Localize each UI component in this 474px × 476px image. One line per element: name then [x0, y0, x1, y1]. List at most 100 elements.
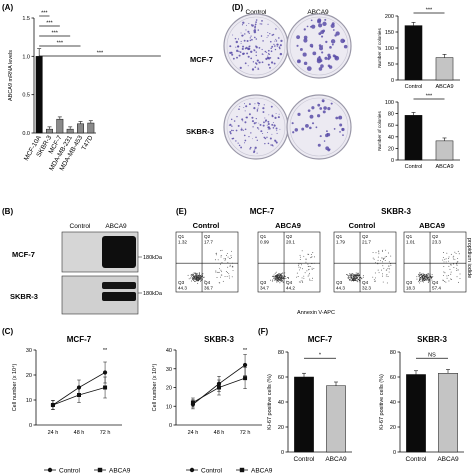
colony-dot — [230, 118, 233, 121]
flow-event — [308, 253, 310, 255]
flow-event — [385, 269, 387, 271]
flow-plot-frame — [175, 231, 239, 293]
flow-quadrant-id: Q2 — [362, 234, 369, 239]
flow-event — [456, 267, 458, 269]
flow-event — [348, 277, 350, 279]
colony-dot — [254, 25, 257, 28]
colony-dot — [229, 45, 232, 48]
colony-dot — [255, 122, 257, 124]
flow-event — [192, 273, 194, 275]
colony-dot — [311, 122, 315, 125]
colony-dot — [242, 34, 244, 36]
c1-point-abca9 — [50, 403, 55, 407]
flow-event — [458, 281, 459, 283]
flow-event — [280, 277, 282, 278]
flow-event — [279, 277, 281, 278]
flow-event — [280, 278, 282, 280]
flow-event — [389, 268, 391, 270]
colony-dot — [229, 123, 232, 126]
flow-event — [194, 276, 196, 278]
flow-event — [203, 276, 205, 278]
colony-dot — [325, 146, 330, 151]
flow-event — [198, 278, 200, 280]
colony-dot — [263, 104, 265, 106]
flow-event — [305, 261, 307, 263]
flow-quadrant-value: 57.4 — [432, 286, 441, 291]
flow-event — [231, 257, 232, 259]
colony-dot — [242, 52, 245, 55]
flow-event — [281, 272, 283, 274]
colony-dot — [319, 135, 322, 138]
colony-dot — [261, 48, 263, 51]
colony-dot — [257, 67, 259, 69]
flow-event — [358, 280, 360, 282]
colony-dot — [343, 44, 348, 49]
flow-event — [301, 264, 302, 266]
colony-dish-rim — [289, 97, 349, 157]
flow-event — [299, 259, 301, 261]
flow-event — [380, 269, 382, 271]
flow-event — [386, 256, 387, 258]
colony-dot — [252, 126, 254, 128]
flow-event — [275, 275, 277, 277]
flow-event — [377, 263, 379, 265]
flow-event — [372, 276, 374, 278]
flow-event — [194, 280, 196, 282]
flow-event — [426, 276, 428, 278]
f1-ytick-label: 40 — [278, 400, 284, 406]
colony-dot — [251, 24, 254, 27]
colony-dot — [240, 32, 242, 34]
d2-ytick-label: 80 — [388, 112, 394, 118]
flow-event — [384, 256, 386, 258]
colony-dot — [278, 113, 280, 115]
flow-event — [284, 277, 286, 279]
flow-event — [285, 276, 286, 278]
flow-event — [306, 270, 308, 272]
flow-event — [197, 276, 199, 278]
flow-event — [191, 277, 193, 279]
flow-event — [277, 276, 279, 278]
colony-dot — [236, 56, 238, 59]
colony-dot — [275, 141, 278, 144]
colony-dot — [341, 127, 345, 132]
d1-sig-label: *** — [426, 8, 433, 14]
colony-dot — [264, 50, 267, 53]
flow-event — [278, 277, 280, 279]
flow-event — [349, 277, 351, 278]
colony-dot — [248, 32, 250, 34]
flow-event — [375, 277, 376, 279]
colony-dot — [317, 143, 321, 147]
flow-event — [273, 276, 275, 277]
colony-dot — [262, 107, 265, 110]
c2-ylabel: Cell number (x 10⁴) — [151, 364, 158, 412]
a-ytick-label: 0.0 — [22, 131, 30, 137]
flow-event — [309, 279, 311, 281]
colony-dot — [317, 18, 322, 23]
flow-event — [431, 277, 433, 278]
flow-event — [272, 279, 274, 281]
flow-event — [280, 274, 282, 276]
flow-event — [445, 258, 447, 260]
flow-event — [231, 250, 232, 252]
colony-dot — [233, 120, 236, 122]
flow-event — [281, 276, 282, 278]
flow-event — [280, 278, 282, 280]
flow-event — [456, 261, 458, 263]
colony-dot — [274, 48, 277, 51]
flow-event — [188, 278, 190, 280]
colony-dot — [228, 125, 230, 126]
colony-dot — [264, 117, 266, 119]
flow-event — [199, 274, 200, 276]
colony-dot — [256, 152, 258, 154]
flow-event — [277, 275, 279, 277]
colony-dot — [327, 57, 330, 61]
flow-event — [288, 277, 289, 279]
flow-event — [448, 257, 450, 259]
colony-dot — [238, 50, 240, 53]
colony-dot — [251, 38, 253, 41]
legend-square-icon — [97, 467, 103, 473]
flow-event — [196, 277, 197, 279]
flow-event — [200, 275, 202, 277]
flow-event — [229, 257, 231, 259]
flow-event — [353, 274, 355, 276]
